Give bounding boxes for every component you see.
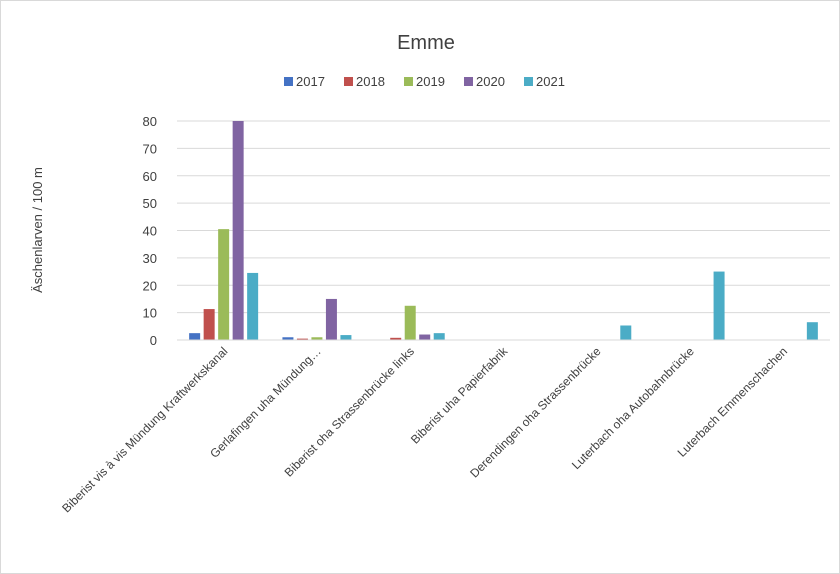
bar: [311, 337, 323, 340]
y-tick-label: 60: [143, 169, 157, 184]
legend-label: 2020: [476, 74, 505, 89]
x-axis: Biberist vis à vis Mündung Kraftwerkskan…: [59, 339, 830, 515]
x-tick-label: Biberist uha Papierfabrik: [408, 344, 511, 447]
chart-title: Emme: [397, 32, 455, 54]
y-tick-label: 40: [143, 224, 157, 239]
bar: [390, 337, 402, 340]
bar: [419, 334, 431, 340]
y-tick-label: 30: [143, 251, 157, 266]
gridlines: [177, 120, 830, 314]
bar: [404, 305, 416, 340]
legend-label: 2019: [416, 74, 445, 89]
y-tick-label: 0: [150, 333, 157, 348]
legend-label: 2018: [356, 74, 385, 89]
bar: [325, 298, 337, 340]
x-tick-label: Gerlafingen uha Mündung…: [207, 344, 324, 461]
bar: [189, 333, 201, 340]
bars: [189, 121, 818, 340]
bar: [296, 338, 308, 340]
bar: [218, 229, 230, 340]
x-tick-label: Luterbach Emmenschachen: [675, 344, 791, 460]
bar: [282, 337, 294, 340]
bar: [203, 309, 215, 340]
y-tick-label: 10: [143, 306, 157, 321]
bar: [806, 322, 818, 340]
bar: [247, 272, 259, 340]
y-tick-label: 80: [143, 114, 157, 129]
y-tick-label: 70: [143, 141, 157, 156]
y-tick-label: 50: [143, 196, 157, 211]
legend-label: 2021: [536, 74, 565, 89]
y-axis-ticks: 0 10 20 30 40 50 60 70 80: [143, 114, 157, 348]
legend-label: 2017: [296, 74, 325, 89]
bar: [620, 325, 632, 340]
bar: [433, 333, 445, 340]
legend-swatch: [284, 77, 293, 86]
legend-swatch: [404, 77, 413, 86]
legend: 2017 2018 2019 2020 2021: [284, 74, 565, 89]
legend-swatch: [524, 77, 533, 86]
bar: [232, 121, 244, 340]
legend-swatch: [464, 77, 473, 86]
x-tick-label: Biberist vis à vis Mündung Kraftwerkskan…: [59, 344, 230, 515]
legend-swatch: [344, 77, 353, 86]
y-axis-title: Äschenlarven / 100 m: [30, 167, 45, 293]
bar: [713, 271, 725, 340]
y-tick-label: 20: [143, 278, 157, 293]
bar: [340, 335, 352, 340]
